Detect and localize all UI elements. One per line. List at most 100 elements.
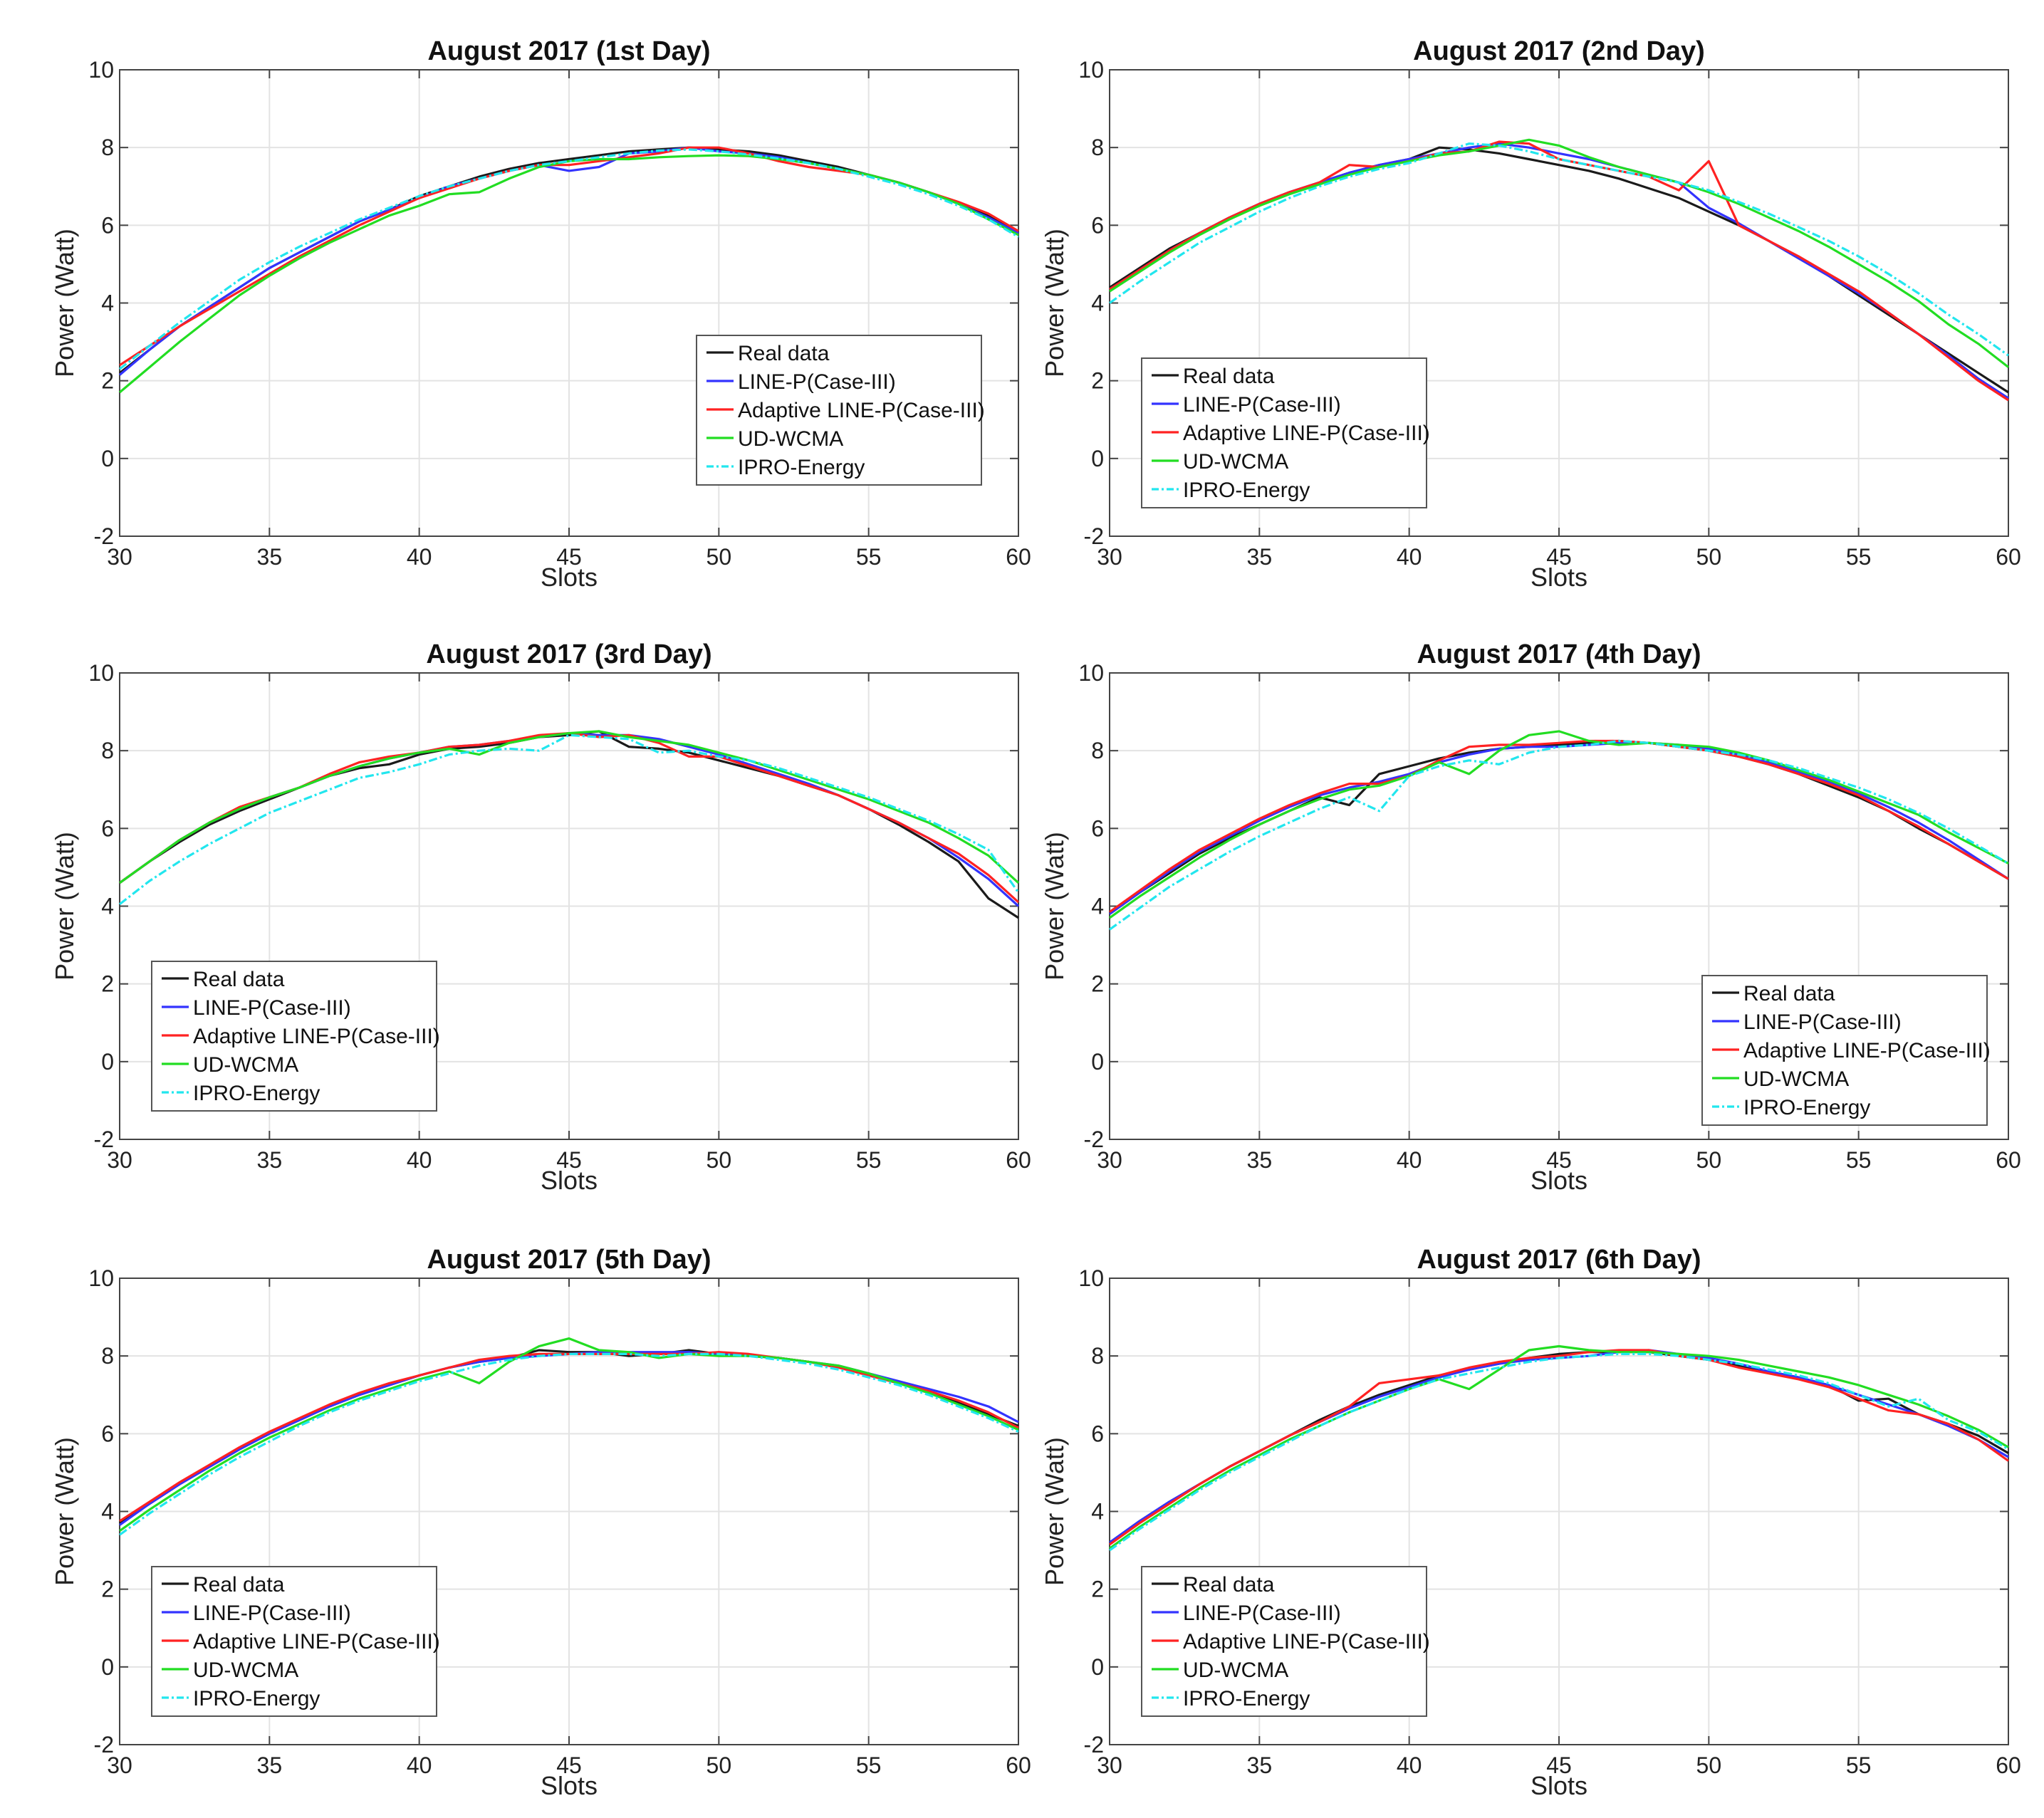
series-line-ipro — [1109, 1352, 2009, 1552]
y-tick-label: -2 — [1084, 1127, 1104, 1152]
legend-label-real: Real data — [1743, 982, 1835, 1005]
x-tick-label: 50 — [1696, 1752, 1722, 1778]
y-tick-label: 6 — [1091, 1421, 1104, 1446]
y-tick-label: 2 — [1091, 368, 1104, 394]
legend: Real data LINE-P(Case-III) Adaptive LINE-P… — [1141, 1566, 1430, 1717]
series-line-ipro — [1109, 739, 2009, 931]
x-tick-label: 50 — [1696, 1147, 1722, 1173]
legend: Real data LINE-P(Case-III) Adaptive LINE-P… — [1141, 357, 1430, 508]
legend-label-ipro: IPRO-Energy — [738, 456, 865, 479]
x-tick-label: 30 — [107, 1752, 132, 1778]
y-tick-label: -2 — [1084, 1732, 1104, 1757]
x-tick-label: 45 — [556, 1147, 582, 1173]
series-line-ud_wcma — [118, 154, 1019, 394]
legend-label-line_p: LINE-P(Case-III) — [1743, 1010, 1902, 1034]
series-line-ud_wcma — [119, 1337, 1019, 1532]
legend-label-ipro: IPRO-Energy — [193, 1082, 320, 1105]
legend: Real data LINE-P(Case-III) Adaptive LINE-P… — [696, 335, 985, 486]
legend-label-ud_wcma: UD-WCMA — [738, 427, 843, 451]
x-tick-label: 50 — [706, 544, 732, 570]
x-tick-label: 50 — [1696, 544, 1722, 570]
y-tick-label: 0 — [1091, 1654, 1104, 1680]
x-tick-label: 40 — [1397, 1147, 1422, 1173]
y-tick-label: 6 — [101, 815, 114, 841]
series-line-ud_wcma — [119, 730, 1020, 884]
y-tick-label: 8 — [101, 1343, 114, 1369]
x-tick-label: 50 — [706, 1752, 732, 1778]
legend-box — [151, 961, 437, 1112]
x-tick-label: 60 — [1996, 1752, 2021, 1778]
legend-label-adaptive: Adaptive LINE-P(Case-III) — [1743, 1039, 1991, 1062]
x-tick-label: 60 — [1006, 544, 1031, 570]
x-tick-label: 45 — [1546, 1147, 1572, 1173]
y-tick-label: 6 — [1091, 815, 1104, 841]
legend-label-ud_wcma: UD-WCMA — [1743, 1067, 1849, 1091]
x-tick-label: 45 — [1546, 544, 1572, 570]
x-tick-label: 30 — [107, 1147, 132, 1173]
x-tick-label: 35 — [1247, 544, 1273, 570]
x-tick-label: 60 — [1996, 544, 2021, 570]
x-tick-label: 35 — [257, 544, 283, 570]
x-axis-label: Slots — [541, 1166, 598, 1195]
series-line-ud_wcma — [1109, 730, 2009, 919]
chart-title: August 2017 (3rd Day) — [426, 639, 711, 669]
series-line-adaptive — [1109, 739, 2009, 914]
chart-panel-2: 30 35 40 45 50 55 60 -2 0 2 4 6 8 10 August 2017 (2nd … — [1040, 36, 2021, 592]
x-tick-label: 35 — [1247, 1147, 1273, 1173]
chart-panel-5: 30 35 40 45 50 55 60 -2 0 2 4 6 8 10 August 2017 (5th … — [50, 1245, 1031, 1800]
legend-label-line_p: LINE-P(Case-III) — [1183, 393, 1341, 417]
x-tick-label: 30 — [1097, 1147, 1122, 1173]
legend: Real data LINE-P(Case-III) Adaptive LINE-P… — [151, 1566, 440, 1717]
x-axis-label: Slots — [541, 563, 598, 592]
y-axis-label: Power (Watt) — [1040, 1437, 1069, 1586]
legend-label-adaptive: Adaptive LINE-P(Case-III) — [1183, 1630, 1430, 1654]
legend-label-real: Real data — [193, 1573, 285, 1597]
legend-label-ud_wcma: UD-WCMA — [1183, 450, 1288, 474]
x-tick-label: 45 — [556, 1752, 582, 1778]
y-tick-label: 8 — [101, 135, 114, 160]
x-tick-label: 55 — [1846, 1147, 1872, 1173]
y-tick-label: 8 — [1091, 1343, 1104, 1369]
series-line-adaptive — [1109, 1349, 2009, 1546]
y-tick-label: 2 — [1091, 1577, 1104, 1602]
legend-label-line_p: LINE-P(Case-III) — [1183, 1602, 1341, 1625]
series-line-ud_wcma — [1109, 1344, 2009, 1550]
y-tick-label: 8 — [101, 738, 114, 763]
legend-label-ipro: IPRO-Energy — [193, 1687, 320, 1710]
x-axis-label: Slots — [1531, 1771, 1587, 1800]
legend-box — [1141, 357, 1427, 508]
legend-label-line_p: LINE-P(Case-III) — [193, 996, 351, 1020]
series-line-ipro — [119, 733, 1020, 906]
chart-panel-1: 30 35 40 45 50 55 60 -2 0 2 4 6 8 10 August 2017 (1st … — [50, 36, 1031, 592]
x-tick-label: 35 — [1247, 1752, 1273, 1778]
y-axis-label: Power (Watt) — [50, 832, 79, 981]
x-tick-label: 35 — [257, 1147, 283, 1173]
y-axis-label: Power (Watt) — [50, 1437, 79, 1586]
x-tick-label: 40 — [407, 1147, 432, 1173]
y-tick-label: 8 — [1091, 738, 1104, 763]
chart-panel-3: 30 35 40 45 50 55 60 -2 0 2 4 6 8 10 August 2017 (3rd … — [50, 639, 1031, 1195]
chart-title: August 2017 (6th Day) — [1417, 1245, 1701, 1275]
y-tick-label: 6 — [1091, 212, 1104, 238]
y-tick-label: 10 — [1078, 1265, 1104, 1291]
legend-label-adaptive: Adaptive LINE-P(Case-III) — [193, 1025, 440, 1048]
x-tick-label: 35 — [257, 1752, 283, 1778]
y-tick-label: 2 — [101, 971, 114, 997]
y-tick-label: -2 — [1084, 523, 1104, 549]
y-tick-label: 4 — [1091, 291, 1104, 316]
y-tick-label: 4 — [101, 894, 114, 919]
y-tick-label: 10 — [1078, 660, 1104, 686]
legend-label-adaptive: Adaptive LINE-P(Case-III) — [193, 1630, 440, 1654]
x-tick-label: 50 — [706, 1147, 732, 1173]
y-tick-label: 2 — [1091, 971, 1104, 997]
y-tick-label: -2 — [94, 1732, 114, 1757]
x-tick-label: 55 — [856, 1752, 882, 1778]
y-tick-label: 4 — [1091, 1499, 1104, 1525]
legend: Real data LINE-P(Case-III) Adaptive LINE-P… — [151, 961, 440, 1112]
chart-title: August 2017 (4th Day) — [1417, 639, 1701, 669]
legend-label-adaptive: Adaptive LINE-P(Case-III) — [738, 399, 985, 422]
legend-label-real: Real data — [738, 342, 830, 365]
y-axis-label: Power (Watt) — [1040, 229, 1069, 377]
x-tick-label: 60 — [1996, 1147, 2021, 1173]
